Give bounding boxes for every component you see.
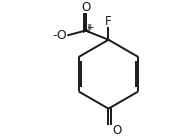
Text: O: O xyxy=(81,1,90,14)
Text: N: N xyxy=(82,23,90,36)
Text: +: + xyxy=(86,23,94,32)
Text: F: F xyxy=(105,15,112,28)
Text: -O: -O xyxy=(52,29,67,42)
Text: O: O xyxy=(112,124,121,137)
